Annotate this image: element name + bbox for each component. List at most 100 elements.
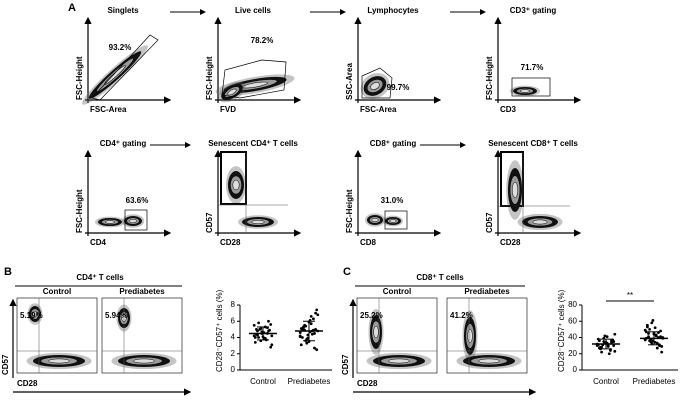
panel-label: A bbox=[68, 2, 76, 14]
data-point bbox=[605, 335, 609, 339]
significance: ** bbox=[627, 291, 633, 300]
data-point bbox=[651, 319, 655, 322]
data-point bbox=[304, 324, 308, 328]
data-point bbox=[298, 334, 302, 338]
x-axis-label: CD4 bbox=[90, 238, 107, 247]
y-axis-label: FSC-Height bbox=[345, 189, 354, 233]
data-point bbox=[270, 343, 274, 347]
y-axis-label: FSC-Height bbox=[485, 56, 494, 100]
plot-title: Live cells bbox=[235, 6, 272, 15]
data-point bbox=[313, 346, 316, 350]
data-point bbox=[257, 321, 260, 325]
x-tick-label: Prediabetes bbox=[288, 377, 331, 386]
panel-label: C bbox=[343, 266, 351, 278]
y-tick-label: 20 bbox=[568, 349, 577, 358]
cell-density bbox=[478, 358, 500, 364]
gate-percentage: 93.2% bbox=[109, 43, 132, 52]
group-name: Control bbox=[43, 287, 71, 296]
y-axis-label: CD57 bbox=[341, 354, 350, 375]
data-point bbox=[305, 341, 309, 345]
gate bbox=[384, 210, 408, 230]
x-axis-label: CD28 bbox=[220, 238, 241, 247]
y-tick-label: 2 bbox=[231, 349, 236, 358]
data-point bbox=[315, 348, 319, 352]
y-axis-label: CD28⁻CD57⁺ cells (%) bbox=[557, 289, 566, 372]
data-point bbox=[609, 349, 612, 352]
group-header: CD8⁺ T cells bbox=[416, 273, 464, 282]
data-point bbox=[298, 331, 302, 335]
group-name: Prediabetes bbox=[119, 287, 165, 296]
y-tick-label: 0 bbox=[231, 365, 236, 374]
data-point bbox=[655, 341, 659, 345]
y-tick-label: 6 bbox=[231, 316, 236, 325]
data-point bbox=[613, 349, 617, 353]
gate-percentage: 5.19% bbox=[20, 311, 43, 320]
group-name: Prediabetes bbox=[464, 287, 510, 296]
y-axis-label: SSC-Area bbox=[345, 63, 354, 100]
data-point bbox=[252, 323, 256, 327]
group-name: Control bbox=[383, 287, 411, 296]
y-axis-label: CD28⁻CD57⁺ cells (%) bbox=[215, 289, 224, 372]
data-point bbox=[647, 335, 650, 339]
plot-title: Senescent CD8⁺ T cells bbox=[488, 139, 578, 148]
x-axis-label: CD28 bbox=[500, 238, 521, 247]
data-point bbox=[598, 339, 601, 343]
plot-frame bbox=[446, 297, 528, 374]
data-point bbox=[660, 345, 664, 348]
data-point bbox=[257, 336, 260, 339]
data-point bbox=[607, 352, 611, 356]
x-axis-label: CD3 bbox=[500, 105, 517, 114]
gate bbox=[91, 34, 159, 101]
gate bbox=[361, 67, 393, 99]
gate-percentage: 71.7% bbox=[521, 63, 544, 72]
data-point bbox=[270, 334, 274, 338]
data-point bbox=[316, 313, 320, 317]
data-point bbox=[301, 336, 304, 339]
plot-frame bbox=[16, 297, 98, 374]
cell-density bbox=[129, 219, 137, 223]
data-point bbox=[647, 332, 650, 335]
cell-density bbox=[389, 219, 397, 223]
plot-title: CD8⁺ gating bbox=[370, 139, 417, 148]
data-point bbox=[299, 327, 303, 330]
y-axis-label: FSC-Height bbox=[205, 56, 214, 100]
data-point bbox=[309, 322, 313, 326]
data-point bbox=[310, 332, 314, 336]
cell-density bbox=[467, 329, 473, 343]
data-point bbox=[643, 328, 647, 332]
data-point bbox=[648, 327, 651, 331]
cell-density bbox=[519, 89, 531, 93]
data-point bbox=[646, 325, 649, 329]
data-point bbox=[314, 311, 317, 315]
plot-frame bbox=[101, 297, 183, 374]
data-point bbox=[659, 335, 662, 339]
cell-density bbox=[388, 358, 410, 364]
cell-density bbox=[370, 82, 380, 90]
data-point bbox=[269, 323, 273, 326]
data-point bbox=[313, 332, 316, 335]
x-axis-label: CD28 bbox=[17, 379, 38, 388]
data-point bbox=[600, 345, 603, 349]
data-point bbox=[312, 317, 315, 321]
cell-density bbox=[232, 179, 240, 191]
gate bbox=[221, 59, 287, 99]
cell-density bbox=[227, 88, 237, 96]
panel-label: B bbox=[4, 266, 12, 278]
y-axis-label: CD57 bbox=[485, 212, 494, 233]
data-point bbox=[269, 345, 273, 349]
x-axis-label: CD8 bbox=[360, 238, 377, 247]
cell-density bbox=[32, 310, 38, 318]
cell-density bbox=[133, 358, 155, 364]
group-header: CD4⁺ T cells bbox=[76, 273, 124, 282]
flow-arrows bbox=[150, 9, 486, 148]
cell-density bbox=[251, 220, 265, 224]
x-axis-label: CD28 bbox=[357, 379, 378, 388]
data-point bbox=[655, 346, 659, 350]
y-tick-label: 8 bbox=[231, 300, 236, 309]
x-tick-label: Control bbox=[250, 377, 276, 386]
y-axis-label: FSC-Height bbox=[75, 56, 84, 100]
cell-density bbox=[104, 220, 116, 224]
gate bbox=[124, 209, 148, 231]
